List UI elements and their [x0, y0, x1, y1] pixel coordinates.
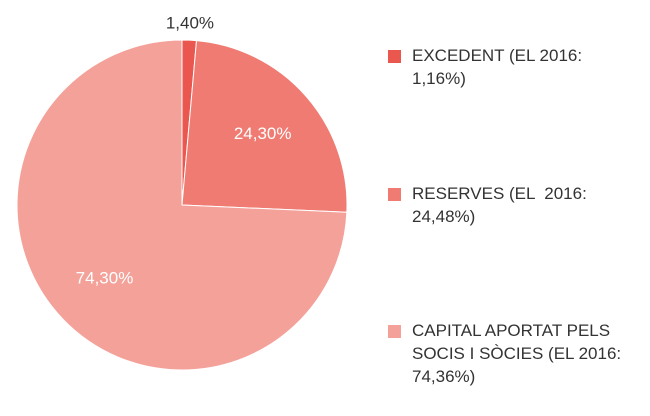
legend-item: CAPITAL APORTAT PELS SOCIS I SÒCIES (EL …: [388, 319, 638, 388]
legend-item: RESERVES (EL 2016: 24,48%): [388, 182, 638, 228]
legend-swatch: [388, 50, 401, 63]
pie-slice: [181, 40, 348, 213]
pie-slice: [16, 39, 348, 371]
legend-label: EXCEDENT (EL 2016: 1,16%): [412, 46, 587, 88]
pie-area: 1,40% 24,30% 74,30%: [16, 14, 348, 371]
data-label: 24,30%: [234, 124, 292, 143]
legend-label: RESERVES (EL 2016: 24,48%): [412, 184, 592, 226]
legend-item: EXCEDENT (EL 2016: 1,16%): [388, 44, 638, 90]
data-label: 74,30%: [76, 269, 134, 288]
legend-swatch: [388, 188, 401, 201]
legend-label: CAPITAL APORTAT PELS SOCIS I SÒCIES (EL …: [412, 321, 626, 386]
data-label: 1,40%: [166, 14, 214, 33]
legend-swatch: [388, 325, 401, 338]
